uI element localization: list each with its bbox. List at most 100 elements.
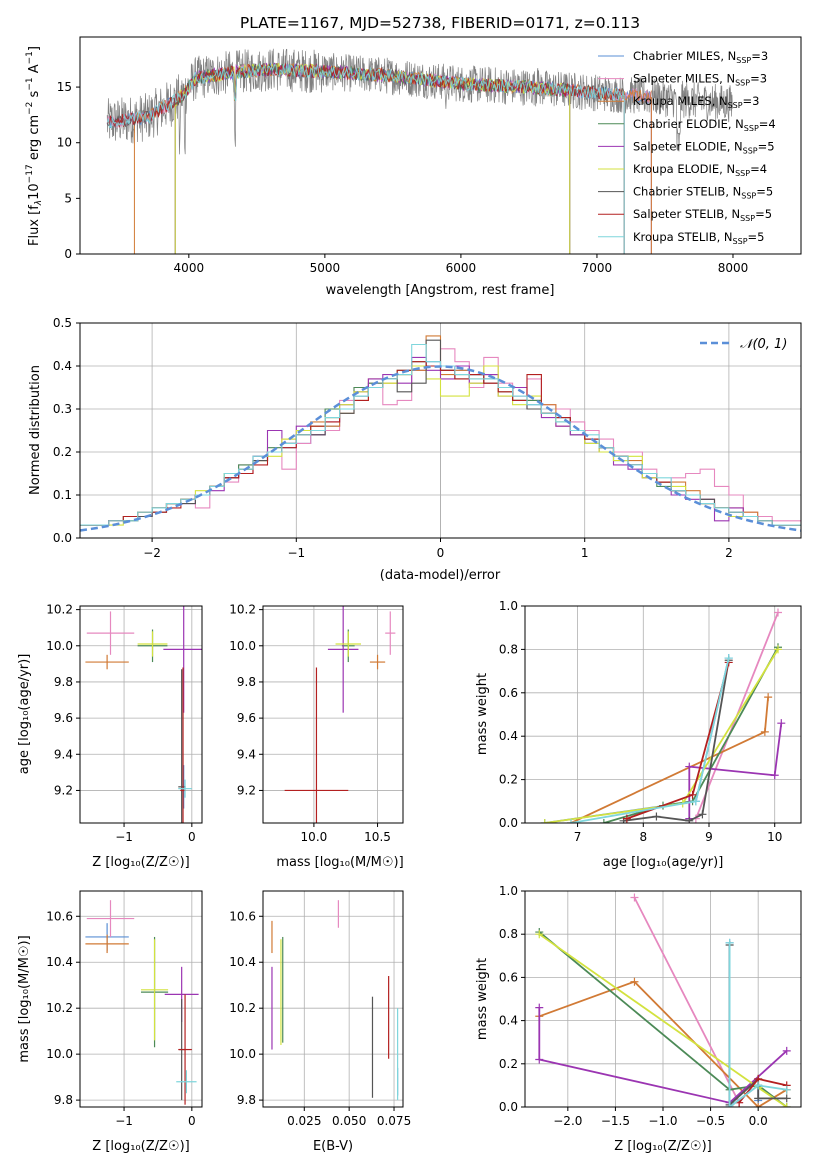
spectrum-ticks: 4000 5000 6000 7000 8000 0 5 10 15: [57, 80, 749, 275]
mass-vs-z-xlabel: Z [log₁₀(Z/Z☉)]: [92, 1139, 189, 1154]
weight-marker-kroupa-miles: [754, 1103, 763, 1107]
spectrum-panel: 4000 5000 6000 7000 8000 0 5 10 15 wavelength [A…: [25, 36, 802, 298]
age-vs-z-xlabel: Z [log₁₀(Z/Z☉)]: [92, 855, 189, 870]
gaussian-legend-label: 𝒩(0, 1): [740, 337, 787, 352]
weight-vs-age-xlabel: age [log₁₀(age/yr)]: [603, 855, 724, 870]
legend-label-chabrier-elodie: Chabrier ELODIE, NSSP=4: [633, 117, 776, 133]
panel-frame: [262, 605, 404, 824]
weight-marker-salpeter-miles: [630, 893, 639, 902]
ytick-label: 1.0: [499, 599, 518, 613]
mass-vs-ebv-xlabel: E(B-V): [313, 1139, 353, 1154]
weight-marker-salpeter-elodie: [535, 1055, 544, 1064]
legend-label-chabrier-miles: Chabrier MILES, NSSP=3: [633, 49, 768, 65]
spectrum-xtick-label: 7000: [582, 261, 613, 275]
weight-marker-kroupa-stelib: [691, 797, 700, 806]
histogram-kroupa-stelib: [80, 343, 801, 526]
panel-weight-vs-z: −2.0 −1.5 −1.0 −0.5 0.0 0.0 0.2 0.4 0.6 0.8 1.0: [499, 884, 802, 1128]
spectrum-ytick-label: 10: [57, 136, 72, 150]
weight-marker-chabrier-stelib: [698, 810, 707, 819]
weights-chabrier-miles: [544, 657, 730, 823]
weights-salpeter-miles: [633, 897, 740, 1104]
panel-mass-vs-z: −1 0 9.8 10.0 10.2 10.4 10.6: [46, 890, 203, 1128]
residual-legend: 𝒩(0, 1): [700, 337, 787, 352]
residual-xtick-label: 1: [581, 546, 589, 560]
legend-label-salpeter-miles: Salpeter MILES, NSSP=3: [633, 72, 767, 88]
ytick-label: 9.2: [54, 783, 73, 797]
spectrum-ytick-label: 15: [57, 80, 72, 94]
ytick-label: 10.2: [46, 1001, 73, 1015]
residual-ytick-label: 0.5: [53, 316, 72, 330]
panel-frame: [79, 890, 203, 1108]
weight-marker-kroupa-stelib: [782, 1085, 791, 1094]
ytick-label: 10.6: [229, 909, 256, 923]
weights-chabrier-elodie: [603, 646, 779, 823]
ytick-label: 0.0: [499, 1100, 518, 1114]
residual-content: [79, 335, 802, 532]
residual-ticks: −2 −1 0 1 2 0.0 0.1 0.2 0.3 0.4 0.5: [53, 316, 733, 560]
weight-marker-salpeter-elodie: [685, 762, 694, 771]
xtick-label: −1: [115, 830, 133, 844]
flux-ylabel-lambda: λ: [34, 200, 44, 206]
legend-label-kroupa-stelib: Kroupa STELIB, NSSP=5: [633, 230, 764, 246]
residual-ytick-label: 0.0: [53, 531, 72, 545]
ytick-label: 9.4: [54, 747, 73, 761]
model-spectrum-salpeter-stelib: [106, 62, 625, 128]
legend-label-salpeter-stelib: Salpeter STELIB, NSSP=5: [633, 207, 772, 223]
spectrum-ytick-label: 5: [64, 191, 72, 205]
legend-label-salpeter-elodie: Salpeter ELODIE, NSSP=5: [633, 139, 775, 155]
ytick-label: 9.2: [237, 783, 256, 797]
panel-marks-age-vs-z: [85, 606, 202, 823]
weight-vs-z-xlabel: Z [log₁₀(Z/Z☉)]: [614, 1139, 711, 1154]
flux-ylabel-exp2: −2: [25, 102, 35, 115]
panel-mass-vs-ebv: 0.025 0.050 0.075 9.8 10.0 10.2 10.4 10.6: [229, 890, 411, 1128]
panel-frame: [79, 605, 203, 824]
ytick-label: 10.2: [229, 603, 256, 617]
weight-vs-z-ylabel: mass weight: [475, 958, 490, 1040]
weight-marker-kroupa-elodie: [535, 930, 544, 939]
weight-marker-chabrier-stelib: [685, 816, 694, 823]
ytick-label: 0.4: [499, 1014, 518, 1028]
weight-marker-kroupa-miles: [760, 727, 769, 736]
xtick-label: −1.0: [648, 1114, 677, 1128]
residual-xtick-label: −2: [143, 546, 161, 560]
panel-age-vs-z: −1 0 9.2 9.4 9.6 9.8 10.0 10.2: [46, 603, 203, 844]
xtick-label: 8: [639, 830, 647, 844]
spectrum-frame: [79, 36, 802, 255]
panel-marks-weight-vs-z: [535, 893, 791, 1107]
spectrum-ylabel: Flux [fλ10−17 erg cm−2 s−1 A−1]: [25, 46, 44, 246]
spectrum-xtick-label: 5000: [310, 261, 341, 275]
ytick-label: 9.8: [54, 675, 73, 689]
ytick-label: 9.6: [54, 711, 73, 725]
age-vs-mass-xlabel: mass [log₁₀(M/M☉)]: [276, 855, 403, 870]
ytick-label: 9.4: [237, 747, 256, 761]
residual-xtick-label: 2: [725, 546, 733, 560]
weights-chabrier-stelib: [623, 660, 730, 822]
ytick-label: 0.2: [499, 773, 518, 787]
flux-ylabel-part5: A: [27, 64, 42, 77]
flux-ylabel-part3: erg cm: [27, 115, 42, 164]
weight-marker-chabrier-elodie: [599, 819, 608, 823]
xtick-label: 0: [188, 1114, 196, 1128]
xtick-label: 10: [767, 830, 782, 844]
residual-xtick-label: −1: [287, 546, 305, 560]
flux-ylabel-exp17: −17: [25, 164, 35, 183]
ytick-label: 0.2: [499, 1057, 518, 1071]
ytick-label: 10.6: [46, 909, 73, 923]
weight-marker-kroupa-elodie: [782, 1103, 791, 1107]
xtick-label: −2.0: [553, 1114, 582, 1128]
residual-ytick-label: 0.3: [53, 402, 72, 416]
panel-marks-mass-vs-ebv: [271, 900, 399, 1101]
flux-ylabel-part4: s: [27, 90, 42, 101]
ytick-label: 0.4: [499, 729, 518, 743]
panel-age-vs-mass: 10.0 10.5 9.2 9.4 9.6 9.8 10.0 10.2: [229, 603, 404, 844]
weight-marker-salpeter-miles: [774, 608, 782, 617]
ytick-label: 9.8: [237, 675, 256, 689]
weight-marker-salpeter-stelib: [688, 790, 697, 799]
flux-ylabel-end: ]: [27, 46, 42, 51]
xtick-label: 0.075: [377, 1114, 411, 1128]
weight-marker-kroupa-miles: [630, 977, 639, 986]
panel-weight-vs-age: 7 8 9 10 0.0 0.2 0.4 0.6 0.8 1.0: [499, 599, 802, 844]
weight-marker-kroupa-elodie: [774, 645, 782, 654]
age-vs-z-ylabel: age [log₁₀(age/yr)]: [17, 654, 32, 775]
